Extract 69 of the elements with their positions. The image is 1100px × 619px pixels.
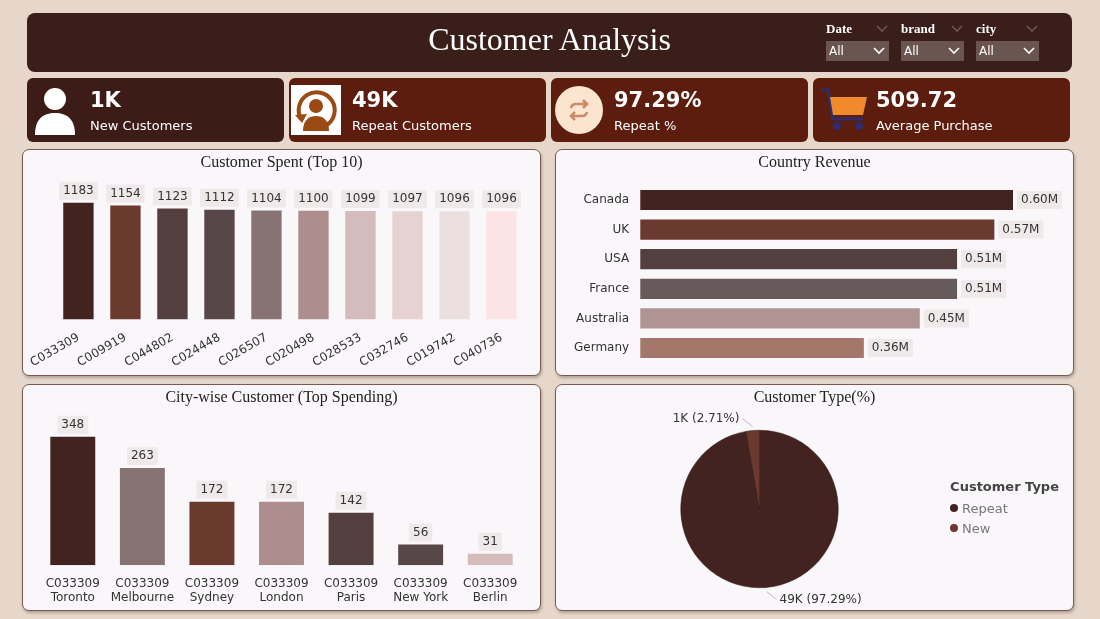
data-label: 0.51M (965, 280, 1003, 295)
data-label: 0.60M (1021, 192, 1059, 207)
data-label: 56 (413, 524, 429, 539)
data-label: 263 (130, 448, 154, 463)
text: Repeat % (614, 118, 677, 133)
x-tick-label: C033309 London (254, 575, 309, 604)
y-tick-label: Canada (583, 192, 630, 207)
x-tick-label: C033309 Paris (323, 575, 379, 604)
bar (640, 219, 995, 240)
data-label: 31 (482, 533, 498, 548)
text: Average Purchase (876, 118, 993, 133)
data-label: 0.36M (871, 340, 909, 355)
y-tick-label: UK (612, 221, 631, 236)
text: All (904, 44, 919, 58)
data-label: 172 (270, 481, 293, 496)
bar (119, 468, 165, 566)
data-label: 0.45M (927, 310, 965, 325)
y-tick-label: Germany (574, 340, 630, 355)
data-label: 348 (61, 416, 85, 431)
data-label: 142 (339, 492, 363, 507)
data-label: 0.51M (965, 251, 1003, 266)
text: 97.29% (614, 88, 702, 112)
bar (640, 337, 864, 359)
data-label: 1096 (439, 191, 470, 206)
text: 509.72 (876, 88, 958, 112)
y-tick-label: USA (604, 251, 630, 266)
x-tick-label: C033309 Toronto (45, 575, 100, 604)
x-tick-label: C033309 New York (393, 575, 449, 604)
text: Customer Analysis (428, 21, 671, 57)
text: New Customers (90, 118, 193, 133)
data-label: 1183 (63, 182, 94, 197)
data-label: 1097 (392, 191, 423, 206)
data-label: 1123 (157, 188, 188, 203)
legend-label: New (962, 520, 991, 536)
bar (640, 278, 958, 299)
text: city (976, 21, 997, 37)
y-tick-label: France (589, 280, 630, 295)
legend-title: Customer Type (950, 479, 1059, 494)
data-label: 1104 (251, 190, 282, 205)
data-label: 1154 (110, 185, 141, 200)
data-label: 1100 (298, 190, 329, 205)
data-label: 172 (200, 481, 224, 496)
text: 49K (352, 88, 398, 112)
chart-title: Country Revenue (757, 153, 872, 171)
chart-title: Customer Type(%) (752, 388, 877, 406)
text: 1K (90, 88, 121, 112)
bar (640, 249, 958, 270)
x-tick-label: C033309 Sydney (184, 575, 240, 604)
text: All (979, 44, 994, 58)
chart-title: Customer Spent (Top 10) (199, 153, 364, 171)
data-label: 0.57M (1002, 221, 1040, 236)
bar (640, 189, 1013, 211)
chart-title: City-wise Customer (Top Spending) (164, 388, 399, 406)
bar (439, 211, 470, 320)
text: Repeat Customers (352, 118, 472, 133)
text: Date (826, 21, 852, 37)
x-tick-label: C033309 Berlin (463, 575, 518, 604)
text: All (829, 44, 844, 58)
bar (640, 308, 920, 329)
legend-label: Repeat (962, 500, 1008, 516)
x-tick-label: C033309 Melbourne (110, 575, 175, 604)
text: brand (901, 21, 935, 37)
data-label: 1112 (204, 189, 235, 204)
data-label: 49K (97.29%) (779, 591, 862, 606)
data-label: 1096 (486, 191, 517, 206)
y-tick-label: Australia (576, 310, 630, 325)
data-label: 1K (2.71%) (672, 410, 740, 425)
bar (392, 211, 423, 320)
data-label: 1099 (345, 191, 376, 206)
